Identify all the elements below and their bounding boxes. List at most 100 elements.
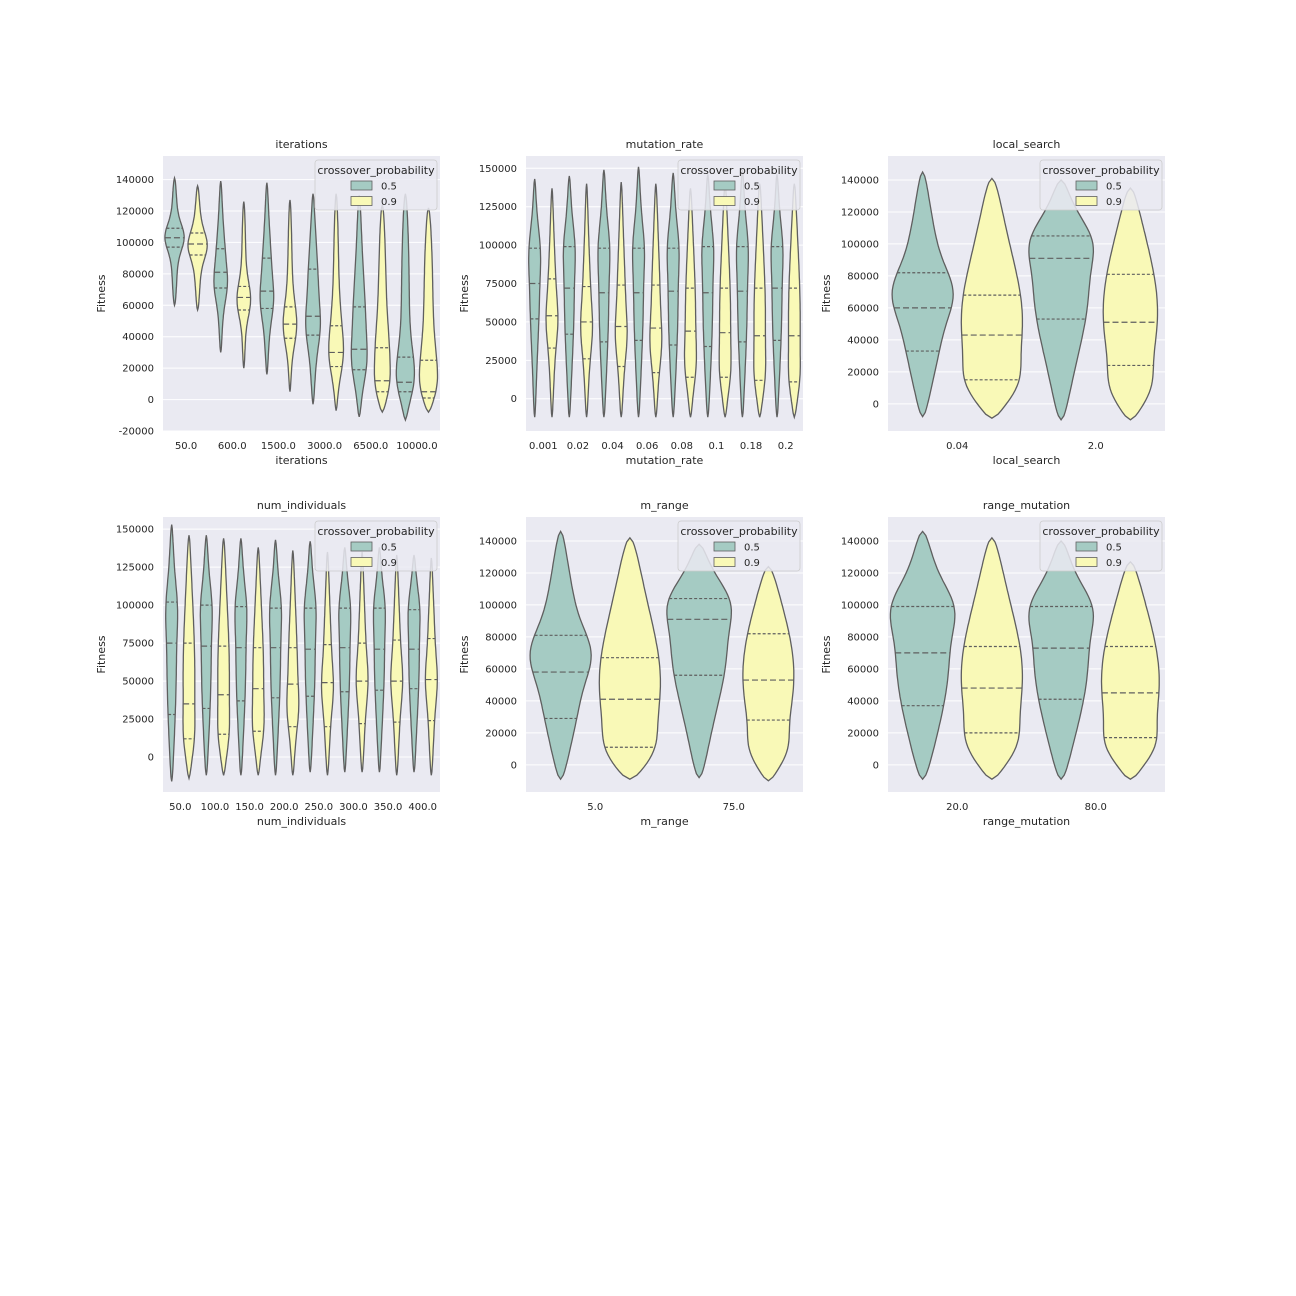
panel-title: m_range bbox=[640, 499, 688, 512]
legend-label: 0.5 bbox=[381, 543, 397, 554]
legend-label: 0.5 bbox=[1106, 543, 1122, 554]
violin-0-5-50.0 bbox=[164, 175, 185, 308]
y-tick-label: 100000 bbox=[479, 600, 517, 611]
x-tick-label: 0.02 bbox=[567, 441, 589, 452]
legend-swatch bbox=[713, 180, 736, 191]
violin-0-9-0.06 bbox=[649, 183, 663, 418]
legend-swatch bbox=[1075, 557, 1098, 567]
violin-0-9-50.0 bbox=[187, 183, 208, 313]
x-tick-label: 200.0 bbox=[270, 802, 299, 813]
violin-0-9-150.0 bbox=[251, 547, 265, 776]
panel-title: range_mutation bbox=[983, 499, 1070, 512]
x-tick-label: 0.06 bbox=[636, 441, 658, 452]
y-axis-label: Fitness bbox=[95, 274, 108, 312]
legend-swatch bbox=[1075, 196, 1098, 206]
x-tick-label: 0.1 bbox=[708, 441, 724, 452]
violin-0-9-600.0 bbox=[236, 201, 252, 369]
x-tick-label: 10000.0 bbox=[396, 441, 437, 452]
violin-0-5-200.0 bbox=[268, 539, 283, 776]
legend: crossover_probability 0.5 0.9 bbox=[677, 520, 801, 572]
y-tick-label: 0 bbox=[148, 395, 154, 406]
chart-panel-2: 0 25000 50000 75000 100000 125000 150000 0.001 0… bbox=[458, 138, 803, 467]
y-tick-label: 40000 bbox=[122, 332, 154, 343]
violin-0-5-250.0 bbox=[303, 541, 317, 773]
violin-0-5-50.0 bbox=[165, 524, 179, 782]
x-tick-label: 0.001 bbox=[529, 441, 558, 452]
x-tick-label: 2.0 bbox=[1088, 441, 1104, 452]
x-tick-label: 5.0 bbox=[587, 802, 603, 813]
violin-0-5-0.04 bbox=[891, 170, 954, 418]
y-tick-label: 60000 bbox=[847, 303, 879, 314]
x-tick-label: 20.0 bbox=[946, 802, 968, 813]
legend-swatch bbox=[350, 180, 373, 191]
legend-box bbox=[314, 159, 438, 211]
x-tick-label: 0.18 bbox=[740, 441, 762, 452]
y-tick-label: 80000 bbox=[847, 632, 879, 643]
legend-label: 0.9 bbox=[744, 197, 760, 208]
y-tick-label: 100000 bbox=[841, 600, 879, 611]
y-tick-label: 125000 bbox=[116, 563, 154, 574]
violin-0-9-0.04 bbox=[960, 177, 1024, 419]
x-tick-label: 75.0 bbox=[723, 802, 745, 813]
legend-label: 0.9 bbox=[1106, 558, 1122, 569]
panel-title: mutation_rate bbox=[626, 138, 704, 151]
legend-box bbox=[677, 159, 801, 211]
x-tick-label: 80.0 bbox=[1085, 802, 1107, 813]
y-tick-label: 25000 bbox=[122, 715, 154, 726]
y-tick-label: 50000 bbox=[122, 677, 154, 688]
y-tick-label: 40000 bbox=[485, 696, 517, 707]
legend-swatch bbox=[713, 196, 736, 206]
legend-title: crossover_probability bbox=[317, 525, 435, 538]
chart-panel-4: 0 25000 50000 75000 100000 125000 150000 50.0 10… bbox=[95, 499, 440, 828]
legend-box bbox=[677, 520, 801, 572]
violin-0-5-0.001 bbox=[528, 178, 542, 418]
legend-label: 0.5 bbox=[744, 543, 760, 554]
legend-label: 0.5 bbox=[1106, 182, 1122, 193]
y-axis-label: Fitness bbox=[820, 635, 833, 673]
y-tick-label: 60000 bbox=[847, 664, 879, 675]
x-tick-label: 6500.0 bbox=[353, 441, 388, 452]
legend-label: 0.5 bbox=[381, 182, 397, 193]
y-tick-label: 100000 bbox=[116, 601, 154, 612]
violin-0-5-1500.0 bbox=[259, 182, 275, 375]
x-tick-label: 0.08 bbox=[671, 441, 693, 452]
panel-title: local_search bbox=[993, 138, 1061, 151]
legend-box bbox=[314, 520, 438, 572]
legend-swatch bbox=[713, 541, 736, 552]
y-tick-label: 150000 bbox=[116, 525, 154, 536]
x-axis-label: m_range bbox=[640, 815, 688, 828]
legend-label: 0.9 bbox=[381, 558, 397, 569]
legend-title: crossover_probability bbox=[317, 164, 435, 177]
y-tick-label: 0 bbox=[511, 760, 517, 771]
legend-swatch bbox=[713, 557, 736, 567]
x-tick-label: 0.04 bbox=[946, 441, 968, 452]
legend: crossover_probability 0.5 0.9 bbox=[677, 159, 801, 211]
y-tick-label: 40000 bbox=[847, 335, 879, 346]
y-tick-label: 60000 bbox=[122, 301, 154, 312]
legend-title: crossover_probability bbox=[680, 164, 798, 177]
x-tick-label: 0.2 bbox=[778, 441, 794, 452]
y-tick-label: 120000 bbox=[116, 207, 154, 218]
x-tick-label: 400.0 bbox=[408, 802, 437, 813]
panel-title: iterations bbox=[275, 138, 327, 151]
y-tick-label: 80000 bbox=[122, 269, 154, 280]
violin-0-9-100.0 bbox=[217, 538, 231, 776]
violin-0-5-100.0 bbox=[199, 535, 213, 776]
violin-0-5-0.08 bbox=[666, 172, 680, 418]
y-tick-label: 60000 bbox=[485, 664, 517, 675]
legend-swatch bbox=[350, 541, 373, 552]
y-axis-label: Fitness bbox=[820, 274, 833, 312]
legend: crossover_probability 0.5 0.9 bbox=[314, 520, 438, 572]
y-tick-label: 20000 bbox=[847, 367, 879, 378]
legend-swatch bbox=[1075, 180, 1098, 191]
legend-title: crossover_probability bbox=[1042, 525, 1160, 538]
y-tick-label: 100000 bbox=[116, 238, 154, 249]
violin-0-5-0.02 bbox=[562, 175, 576, 418]
violin-0-5-0.04 bbox=[597, 169, 611, 418]
violin-0-9-0.04 bbox=[614, 182, 628, 418]
legend-title: crossover_probability bbox=[1042, 164, 1160, 177]
x-tick-label: 150.0 bbox=[235, 802, 264, 813]
y-tick-label: 125000 bbox=[479, 202, 517, 213]
violin-0-5-3000.0 bbox=[305, 193, 322, 405]
